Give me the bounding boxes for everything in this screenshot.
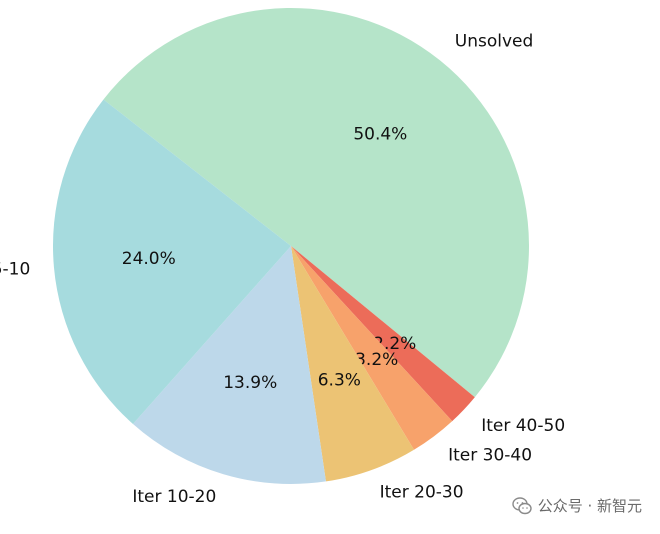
pie-slice-iter-10-20 — [132, 246, 326, 485]
watermark: 公众号 · 新智元 — [511, 495, 642, 516]
pie-slice-iter-5-10 — [53, 99, 291, 424]
pie-slice-iter-40-50 — [291, 246, 475, 422]
slice-label-iter-30-40: Iter 30-40 — [448, 445, 532, 465]
watermark-text: 公众号 · 新智元 — [537, 497, 642, 515]
slice-label-iter-40-50: Iter 40-50 — [481, 416, 565, 436]
slice-percent-unsolved: 50.4% — [353, 125, 407, 145]
slice-label-iter-10-20: Iter 10-20 — [132, 487, 216, 507]
pie-slice-iter-20-30 — [291, 246, 415, 482]
pie-slice-unsolved — [103, 8, 529, 398]
slice-percent-iter-30-40: 3.2% — [355, 350, 398, 370]
slice-label-iter-5-10: Iter 5-10 — [0, 260, 30, 280]
slice-percent-iter-20-30: 6.3% — [318, 370, 361, 390]
slice-percent-iter-5-10: 24.0% — [122, 249, 176, 269]
wechat-icon — [511, 496, 532, 514]
pie-slice-iter-30-40 — [291, 246, 453, 450]
slice-label-iter-20-30: Iter 20-30 — [380, 482, 464, 502]
slice-label-unsolved: Unsolved — [455, 32, 534, 52]
slice-percent-iter-10-20: 13.9% — [223, 373, 277, 393]
